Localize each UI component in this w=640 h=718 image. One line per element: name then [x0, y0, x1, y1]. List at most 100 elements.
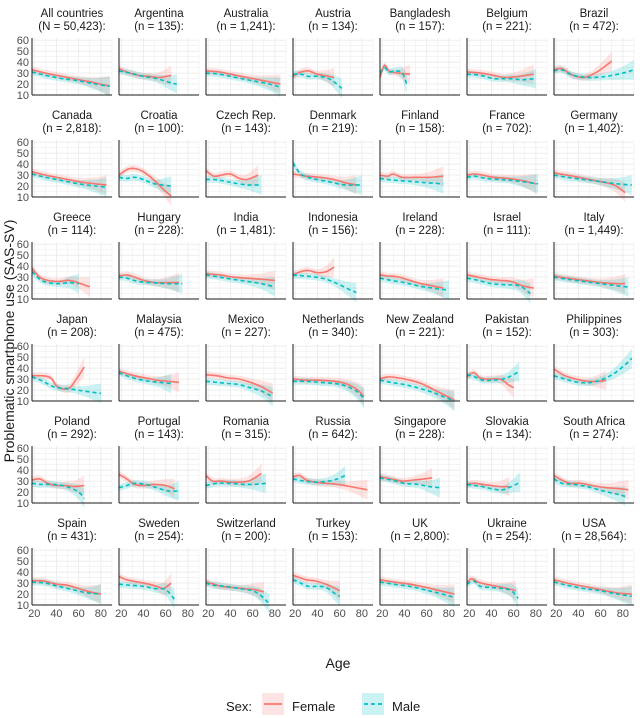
- panel-title-hungary: Hungary: [137, 212, 181, 224]
- line-female-indonesia: [292, 266, 335, 276]
- panel-n-uk: (n = 2,800):: [390, 531, 449, 543]
- panel-indonesia: Indonesia(n = 156):: [292, 212, 374, 303]
- line-male-hungary: [118, 276, 183, 285]
- panel-n-poland: (n = 292):: [47, 429, 97, 441]
- panel-croatia: Croatia(n = 100):: [118, 110, 200, 206]
- panel-n-argentina: (n = 135):: [134, 21, 184, 33]
- line-female-spain: [31, 579, 102, 595]
- ci-band-male-usa: [554, 578, 632, 607]
- ci-band-male-denmark: [293, 159, 362, 195]
- legend-label-male: Male: [392, 699, 420, 714]
- panel-title-new-zealand: New Zealand: [386, 314, 454, 326]
- ci-band-male-germany: [554, 171, 632, 195]
- panel-title-canada: Canada: [52, 110, 93, 122]
- panel-belgium: Belgium(n = 221):: [466, 8, 548, 96]
- panel-title-mexico: Mexico: [228, 314, 264, 326]
- panel-denmark: Denmark(n = 219):: [292, 110, 374, 198]
- line-male-malaysia: [118, 371, 172, 385]
- line-male-finland: [379, 177, 444, 185]
- x-tick-label: 20: [463, 608, 475, 620]
- line-male-france: [466, 175, 539, 185]
- ci-band-female-singapore: [380, 467, 433, 488]
- panel-grid: [554, 344, 635, 401]
- panel-south-africa: South Africa(n = 274):: [553, 416, 635, 507]
- panel-n-ukraine: (n = 254):: [482, 531, 532, 543]
- panel-poland: Poland(n = 292):: [31, 416, 113, 509]
- panel-title-turkey: Turkey: [316, 518, 351, 530]
- line-female-portugal: [118, 473, 175, 490]
- panel-uk: UK(n = 2,800):: [379, 518, 461, 608]
- ci-band-male-slovakia: [467, 472, 521, 494]
- panel-title-india: India: [234, 212, 260, 224]
- panel-brazil: Brazil(n = 472):: [553, 8, 635, 96]
- panel-title-germany: Germany: [570, 110, 618, 122]
- y-tick-label: 30: [17, 170, 29, 182]
- y-tick-label: 30: [17, 272, 29, 284]
- x-tick-label: 40: [311, 608, 323, 620]
- line-male-germany: [553, 174, 632, 186]
- x-tick-label: 20: [28, 608, 40, 620]
- y-tick-label: 10: [17, 294, 29, 306]
- line-female-ireland: [379, 274, 444, 289]
- panel-background: [380, 140, 460, 197]
- ci-band-male-indonesia: [293, 271, 357, 303]
- panel-title-bangladesh: Bangladesh: [390, 8, 451, 20]
- line-male-czech-rep: [205, 178, 262, 186]
- panel-n-belgium: (n = 221):: [482, 21, 532, 33]
- x-tick-label: 60: [421, 608, 433, 620]
- x-tick-label: 80: [617, 608, 629, 620]
- panel-grid: [467, 344, 548, 401]
- panel-grid: [554, 242, 635, 299]
- y-tick-label: 60: [17, 239, 29, 251]
- line-female-malaysia: [118, 370, 180, 384]
- ci-band-male-france: [467, 172, 539, 194]
- panel-grid: [206, 344, 287, 401]
- line-male-ireland: [379, 277, 449, 291]
- panel-title-spain: Spain: [57, 518, 86, 530]
- panel-background: [554, 38, 634, 95]
- line-female-ukraine: [466, 577, 517, 592]
- ci-band-female-austria: [293, 67, 335, 88]
- y-tick-label: 40: [17, 363, 29, 375]
- panel-austria: Austria(n = 134):: [292, 8, 374, 99]
- panel-title-south-africa: South Africa: [563, 416, 626, 428]
- panel-singapore: Singapore(n = 228):: [379, 416, 461, 504]
- ci-band-male-netherlands: [293, 377, 365, 409]
- y-tick-label: 60: [17, 137, 29, 149]
- panel-background: [32, 446, 112, 503]
- line-male-south-africa: [553, 478, 626, 498]
- line-female-new-zealand: [379, 376, 455, 401]
- x-tick-label: 20: [550, 608, 562, 620]
- panel-n-france: (n = 702):: [482, 123, 532, 135]
- panel-n-usa: (n = 28,564):: [561, 531, 627, 543]
- line-male-brazil: [553, 68, 635, 79]
- panel-grid: [380, 140, 461, 197]
- line-male-usa: [553, 581, 632, 597]
- line-male-mexico: [205, 380, 274, 398]
- panel-portugal: Portugal(n = 143):: [118, 416, 200, 504]
- y-tick-label: 40: [17, 465, 29, 477]
- panel-grid: [467, 446, 548, 503]
- panel-grid: [293, 140, 374, 197]
- line-female-israel: [466, 274, 534, 289]
- panel-grid: [293, 38, 374, 95]
- y-tick-label: 50: [17, 352, 29, 364]
- line-male-belgium: [466, 73, 536, 81]
- y-tick-label: 40: [17, 261, 29, 273]
- legend: Sex: Female Male: [226, 693, 420, 715]
- panel-grid: [380, 242, 461, 299]
- panel-australia: Australia(n = 1,241):: [205, 8, 287, 98]
- ci-band-female-mexico: [206, 371, 273, 404]
- panel-france: France(n = 702):: [466, 110, 548, 198]
- panel-grid: [206, 242, 287, 299]
- panel-n-russia: (n = 642):: [308, 429, 358, 441]
- panel-grid: [467, 140, 548, 197]
- line-female-greece: [31, 267, 91, 288]
- y-tick-label: 50: [17, 46, 29, 58]
- line-male-portugal: [118, 482, 180, 492]
- panel-netherlands: Netherlands(n = 340):: [292, 314, 374, 409]
- panel-sweden: Sweden(n = 254):: [118, 518, 200, 610]
- line-female-south-africa: [553, 474, 629, 491]
- line-female-all-countries: [31, 69, 110, 87]
- panel-n-italy: (n = 1,449):: [564, 225, 623, 237]
